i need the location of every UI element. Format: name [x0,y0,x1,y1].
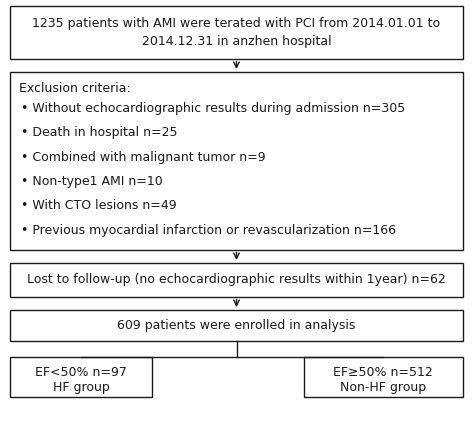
Text: • Death in hospital n=25: • Death in hospital n=25 [21,126,177,139]
Text: • With CTO lesions n=49: • With CTO lesions n=49 [21,199,176,212]
Text: • Non-type1 AMI n=10: • Non-type1 AMI n=10 [21,175,163,188]
Text: Non-HF group: Non-HF group [340,381,427,394]
Text: Lost to follow-up (no echocardiographic results within 1year) n=62: Lost to follow-up (no echocardiographic … [27,273,446,286]
Text: 1235 patients with AMI were terated with PCI from 2014.01.01 to
2014.12.31 in an: 1235 patients with AMI were terated with… [33,17,440,48]
Bar [10,72,463,250]
Bar [10,357,152,397]
Text: • Previous myocardial infarction or revascularization n=166: • Previous myocardial infarction or reva… [21,224,396,237]
Text: EF≥50% n=512: EF≥50% n=512 [333,365,433,379]
Bar [304,357,463,397]
Text: EF<50% n=97: EF<50% n=97 [35,365,127,379]
Bar [10,6,463,59]
Text: Exclusion criteria:: Exclusion criteria: [19,82,131,95]
Text: 609 patients were enrolled in analysis: 609 patients were enrolled in analysis [117,319,356,332]
Text: HF group: HF group [53,381,110,394]
Bar [10,310,463,341]
Text: • Without echocardiographic results during admission n=305: • Without echocardiographic results duri… [21,102,405,115]
Bar [10,263,463,297]
Text: • Combined with malignant tumor n=9: • Combined with malignant tumor n=9 [21,151,265,163]
